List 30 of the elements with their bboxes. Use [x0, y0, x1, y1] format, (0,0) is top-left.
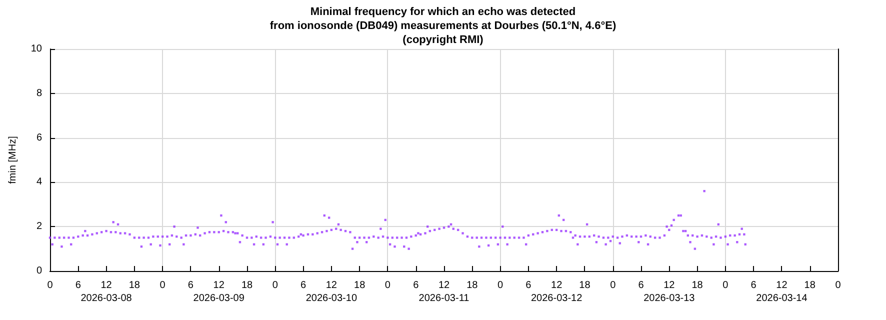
- x-tick-label: 18: [241, 280, 253, 291]
- x-tick-label: 6: [300, 280, 307, 291]
- x-tick-label: 6: [526, 280, 532, 291]
- x-tick-label: 6: [75, 280, 82, 291]
- x-tick-label: 0: [498, 280, 504, 291]
- y-tick-label: 2: [36, 221, 42, 232]
- y-tick-label: 6: [36, 132, 42, 144]
- x-tick-label: 18: [692, 280, 704, 291]
- y-axis-title: fmin [MHz]: [8, 136, 18, 184]
- x-tick-label: 6: [638, 280, 644, 291]
- x-tick-label: 0: [722, 280, 729, 291]
- x-tick-label: 18: [354, 280, 366, 291]
- x-tick-label: 6: [188, 280, 194, 291]
- y-tick-label: 10: [30, 44, 42, 54]
- y-tick-label: 4: [36, 176, 42, 188]
- x-tick-label: 18: [128, 280, 140, 291]
- x-tick-label: 18: [466, 280, 478, 291]
- y-tick-label: 0: [36, 266, 42, 276]
- x-tick-label: 0: [160, 280, 166, 291]
- x-tick-label: 6: [750, 280, 757, 291]
- x-tick-label: 6: [413, 280, 420, 291]
- x-tick-label: 18: [804, 280, 816, 291]
- x-tick-label: 0: [272, 280, 278, 291]
- x-tick-label: 0: [384, 280, 391, 291]
- x-tick-label: 0: [835, 280, 842, 291]
- chart-title: Minimal frequency for which an echo was detected from ionosonde (DB049) measurements at Dourbes (50.1°N, 4.6°E) (copyright RMI): [270, 6, 616, 46]
- y-tick-label: 8: [36, 88, 42, 99]
- x-tick-label: 18: [579, 280, 591, 291]
- x-tick-label: 0: [610, 280, 616, 291]
- x-tick-label: 0: [47, 280, 54, 291]
